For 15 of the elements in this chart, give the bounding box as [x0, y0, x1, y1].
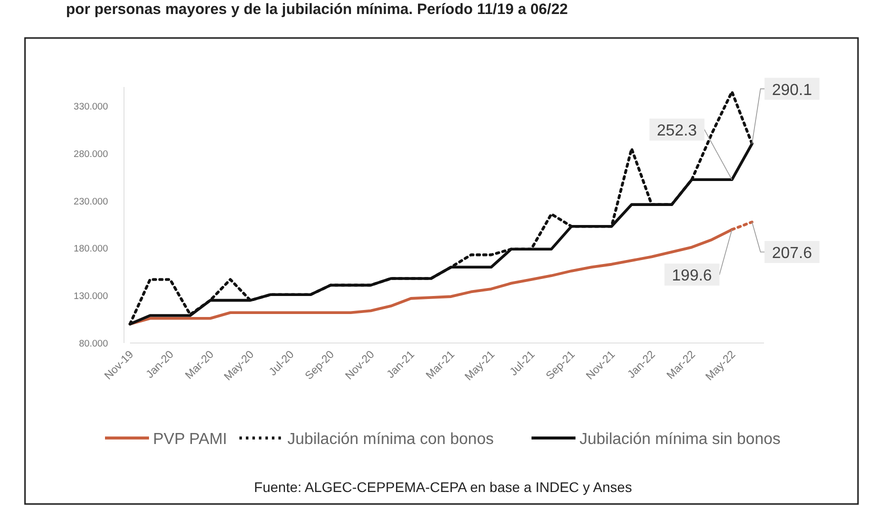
data-label: 207.6	[772, 245, 812, 262]
legend-label: Jubilación mínima con bonos	[287, 431, 494, 448]
y-tick-label: 180.000	[74, 244, 108, 255]
legend-label: PVP PAMI	[153, 431, 228, 448]
y-tick-label: 130.000	[74, 291, 108, 302]
y-tick-label: 230.000	[74, 196, 108, 208]
data-label: 199.6	[672, 268, 712, 285]
data-label: 290.1	[772, 82, 812, 99]
source-note: Fuente: ALGEC-CEPPEMA-CEPA en base a INDEC y Anses	[254, 479, 632, 495]
chart-title: por personas mayores y de la jubilación mínima. Período 11/19 a 06/22	[66, 1, 568, 18]
data-label: 252.3	[656, 122, 698, 140]
y-tick-label: 330.000	[74, 101, 108, 112]
legend-label: Jubilación mínima sin bonos	[580, 431, 780, 448]
y-tick-label: 280.000	[74, 148, 108, 160]
y-tick-label: 80.000	[78, 338, 108, 350]
